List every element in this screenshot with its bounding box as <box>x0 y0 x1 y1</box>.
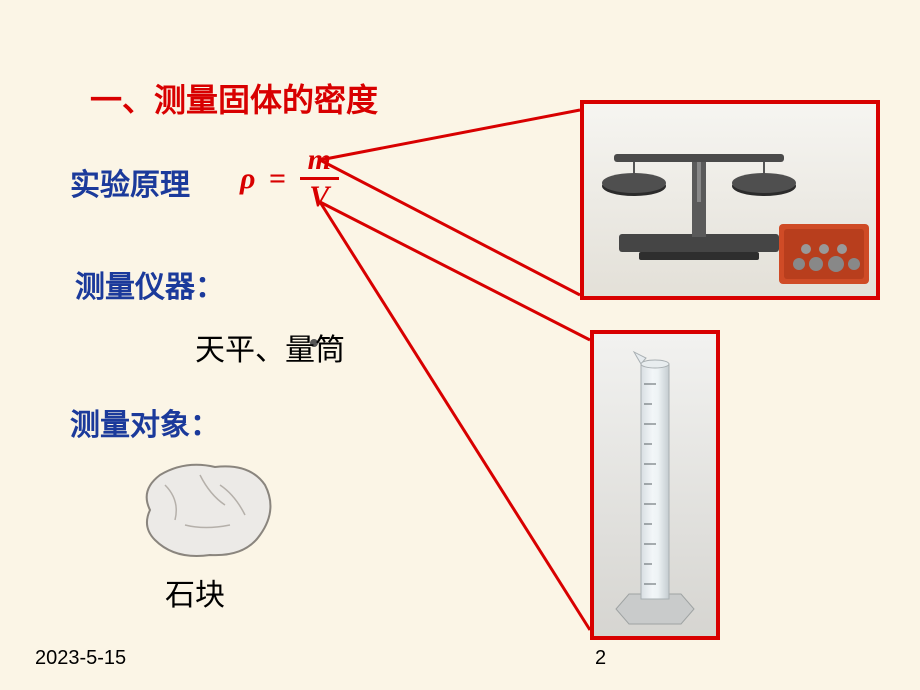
rock-label: 石块 <box>165 570 225 614</box>
principle-label: 实验原理 <box>70 160 190 204</box>
section-title: 一、测量固体的密度 <box>90 75 378 121</box>
object-label: 测量对象： <box>70 400 220 444</box>
formula-denominator: V <box>300 180 339 212</box>
formula-eq: = <box>269 162 286 196</box>
density-formula: ρ = m V <box>240 145 339 212</box>
footer-date: 2023-5-15 <box>35 647 126 670</box>
instrument-text: 天平、量筒 <box>195 325 345 369</box>
rock-image <box>130 455 280 570</box>
instrument-label: 测量仪器： <box>75 262 225 306</box>
footer-page: 2 <box>595 647 606 670</box>
formula-rho: ρ <box>240 162 255 196</box>
formula-fraction: m V <box>300 145 339 212</box>
balance-scale-image <box>580 100 880 300</box>
formula-numerator: m <box>300 145 339 180</box>
graduated-cylinder-image <box>590 330 720 640</box>
